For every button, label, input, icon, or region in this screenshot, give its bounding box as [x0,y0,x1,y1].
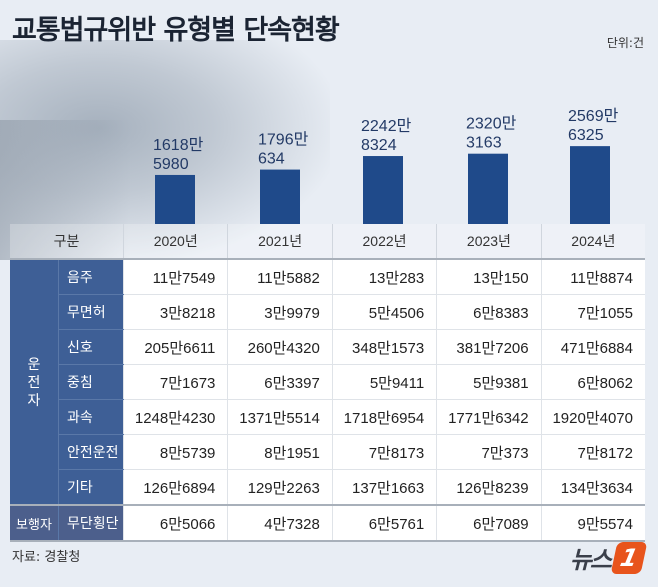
table-cell: 126만8239 [436,469,542,506]
bar-data-label: 2569만 [568,107,619,125]
table-cell: 7만1673 [122,364,228,400]
table-row: 운전자 음주 11만7549 11만5882 13만283 13만150 11만8874 [10,259,645,505]
table-row: 무면허 3만8218 3만9979 5만4506 6만8383 7만1055 [10,294,645,330]
bar-2023년 [468,153,508,224]
bar-chart: 1618만 5980 1796만 634 2242만 8324 2320만 3163 2569만… [153,107,619,224]
table-cell: 129만2263 [227,469,333,506]
bar-data-label: 1796만 [258,131,309,149]
table-cell: 11만7549 [122,259,228,295]
bar-data-label-remainder: 634 [258,151,285,168]
page-title: 교통법규위반 유형별 단속현황 [12,15,340,46]
table-cell: 137만1663 [331,469,437,506]
header-cell: 2023년 [436,224,542,259]
table-cell: 260만4320 [227,329,333,365]
header-cell: 2021년 [227,224,333,259]
row-label: 기타 [58,469,124,506]
logo-mark: 1 [610,541,648,574]
table-cell: 5만9411 [331,364,437,400]
bar-2021년 [260,169,300,224]
table-cell: 3만9979 [227,294,333,330]
table-row: 과속 1248만4230 1371만5514 1718만6954 1771만6342 19… [10,399,645,435]
table-cell: 7만8173 [331,434,437,470]
bar-data-label: 1618만 [153,136,204,154]
table-row: 중침 7만1673 6만3397 5만9411 5만9381 6만8062 [10,364,645,400]
table-cell: 1248만4230 [122,399,228,435]
table-cell: 3만8218 [122,294,228,330]
group-label: 운전자 [10,259,59,505]
bar-data-label: 2320만 [466,115,517,133]
row-label: 무단횡단 [58,504,124,542]
data-table: 구분 2020년 2021년 2022년 2023년 2024년 운전자 음주 11… [10,224,645,542]
unit-label: 단위:건 [606,36,644,50]
row-label: 중침 [58,364,124,400]
table-cell: 8만5739 [122,434,228,470]
header-cell: 구분 [10,224,124,259]
table-cell: 6만8383 [436,294,542,330]
bar-data-label-remainder: 6325 [568,127,604,144]
table-cell: 9만5574 [540,504,645,542]
table-row: 보행자 무단횡단 6만5066 4만7328 6만5761 6만7089 9만5574 [10,504,645,542]
news1-logo: 뉴스 1 [569,540,648,575]
table-cell: 4만7328 [227,504,333,542]
table-cell: 7만373 [436,434,542,470]
header-cell: 2024년 [540,224,645,259]
bar-2022년 [363,156,403,224]
table-cell: 6만8062 [540,364,645,400]
header-cell: 2020년 [122,224,228,259]
header-cell: 2022년 [331,224,437,259]
table-cell: 6만7089 [436,504,542,542]
table-cell: 381만7206 [436,329,542,365]
table-cell: 11만8874 [540,259,645,295]
table-header-row: 구분 2020년 2021년 2022년 2023년 2024년 [10,224,645,259]
row-label: 과속 [58,399,124,435]
table-cell: 205만6611 [122,329,228,365]
source-note: 자료: 경찰청 [12,550,81,565]
table-cell: 7만8172 [540,434,645,470]
table-cell: 11만5882 [227,259,333,295]
table-cell: 6만3397 [227,364,333,400]
table-cell: 1920만4070 [540,399,645,435]
table-cell: 7만1055 [540,294,645,330]
table-cell: 126만6894 [122,469,228,506]
table-cell: 1371만5514 [227,399,333,435]
table-row: 신호 205만6611 260만4320 348만1573 381만7206 471만68… [10,329,645,365]
row-label: 무면허 [58,294,124,330]
row-label: 신호 [58,329,124,365]
bar-2024년 [570,146,610,224]
table-cell: 8만1951 [227,434,333,470]
bar-data-label-remainder: 3163 [466,135,502,152]
table-cell: 134만3634 [540,469,645,506]
table-cell: 471만6884 [540,329,645,365]
group-label-text: 보행자 [16,516,52,532]
bar-data-label: 2242만 [361,117,412,135]
table-cell: 5만9381 [436,364,542,400]
table-cell: 13만150 [436,259,542,295]
table-cell: 6만5066 [122,504,228,542]
row-label: 안전운전 [58,434,124,470]
logo-text: 뉴스 [569,546,612,574]
table-cell: 1718만6954 [331,399,437,435]
table-cell: 13만283 [331,259,437,295]
row-label: 음주 [58,259,124,295]
table-cell: 5만4506 [331,294,437,330]
table-cell: 348만1573 [331,329,437,365]
group-label: 보행자 [10,504,59,541]
bar-data-label-remainder: 5980 [153,156,189,173]
group-label-text: 운전자 [27,356,41,408]
table-cell: 1771만6342 [436,399,542,435]
table-row: 안전운전 8만5739 8만1951 7만8173 7만373 7만8172 [10,434,645,470]
background-photo-car [0,120,130,260]
bar-2020년 [155,174,195,224]
table-cell: 6만5761 [331,504,437,542]
bar-data-label-remainder: 8324 [361,137,397,154]
table-row: 기타 126만6894 129만2263 137만1663 126만8239 134만36… [10,469,645,506]
